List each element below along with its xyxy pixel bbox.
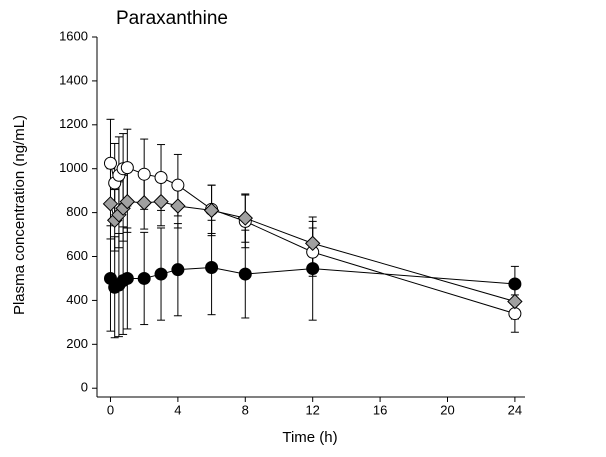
marker [171,263,185,277]
marker [205,260,219,274]
marker [507,293,523,310]
x-tick-label: 12 [305,402,319,417]
marker [170,198,186,214]
y-tick-label: 600 [66,248,88,263]
marker [203,202,220,219]
marker [304,235,321,252]
marker [137,167,151,181]
marker [120,161,134,175]
marker [153,193,169,210]
chart-title: Paraxanthine [116,8,228,29]
y-tick-label: 200 [66,336,88,351]
marker [171,178,185,192]
x-tick-label: 0 [107,402,114,417]
x-axis-label: Time (h) [282,429,337,446]
y-tick-label: 1200 [59,116,88,131]
x-tick-label: 20 [440,402,454,417]
x-tick-label: 16 [373,402,387,417]
x-tick-label: 8 [242,402,249,417]
x-tick-label: 24 [508,402,522,417]
y-tick-label: 1400 [59,72,88,87]
marker [103,156,117,170]
y-tick-label: 400 [66,292,88,307]
x-tick-label: 4 [174,402,181,417]
marker [154,267,168,281]
marker [237,210,253,226]
marker [238,267,252,281]
marker [119,193,136,210]
marker [120,271,134,285]
y-tick-label: 1000 [59,160,88,175]
y-tick-label: 0 [81,380,88,395]
marker [102,196,119,212]
y-axis-label: Plasma concentration (ng/mL) [11,115,28,315]
marker [154,170,168,184]
marker [137,271,151,285]
y-tick-label: 1600 [59,28,88,43]
marker [508,277,522,291]
marker [136,195,152,211]
y-tick-label: 800 [66,204,88,219]
marker [306,262,320,276]
marker [508,307,522,321]
